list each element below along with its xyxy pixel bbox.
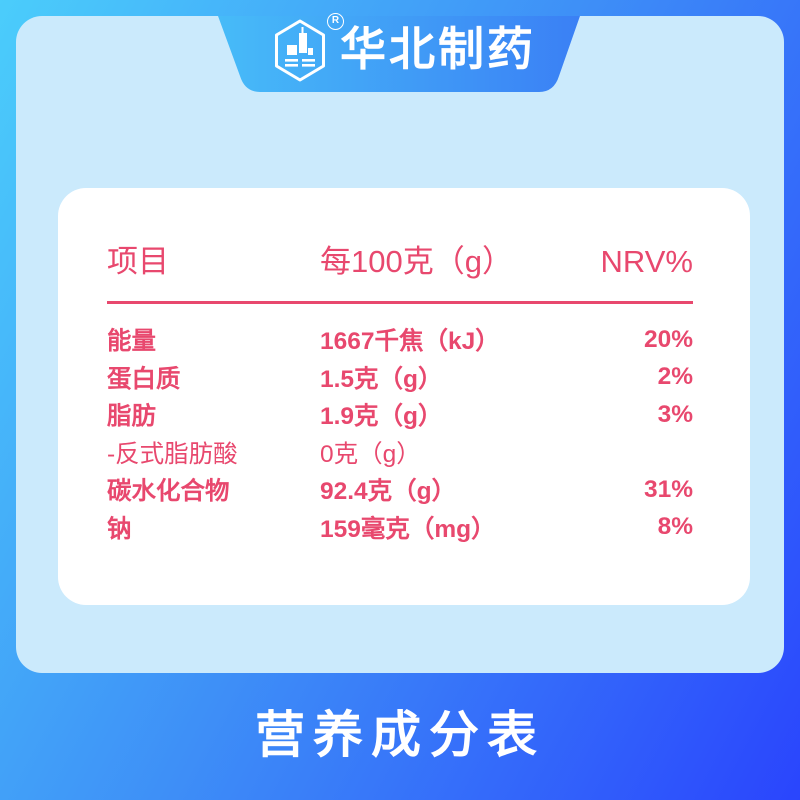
table-row: 脂肪 1.9克（g） 3% [107,396,693,434]
brand-tab [208,16,590,92]
row-value: 1667千焦（kJ） [320,328,500,356]
row-value: 159毫克（mg） [320,515,496,543]
row-item: 能量 [107,328,156,356]
table-header-row: 项目 每100克（g） NRV% [107,244,693,280]
row-item: 蛋白质 [107,365,181,393]
row-item: 碳水化合物 [107,478,230,506]
row-nrv: 20% [643,325,693,353]
header-item: 项目 [107,244,169,279]
row-nrv: 2% [657,363,693,391]
table-row: 碳水化合物 92.4克（g） 31% [107,471,693,509]
table-row: 钠 159毫克（mg） 8% [107,509,693,547]
row-item: 钠 [107,515,132,543]
page-title: 营养成分表 [255,707,545,763]
row-item: 脂肪 [107,403,156,431]
table-row: 蛋白质 1.5克（g） 2% [107,359,693,397]
row-nrv: 31% [643,475,693,503]
brand-name: 华北制药 [340,23,536,75]
table-body: 能量 1667千焦（kJ） 20% 蛋白质 1.5克（g） 2% 脂肪 1.9克… [107,321,693,546]
table-row: 能量 1667千焦（kJ） 20% [107,321,693,359]
nutrition-panel: 项目 每100克（g） NRV% 能量 1667千焦（kJ） 20% 蛋白质 1… [58,188,750,605]
brand-hexagon-icon [275,19,325,82]
header-per100g: 每100克（g） [320,244,513,279]
row-nrv: 3% [657,400,693,428]
header-nrv: NRV% [600,244,693,279]
row-nrv: 8% [657,513,693,541]
row-value: 1.5克（g） [320,365,443,393]
row-value: 92.4克（g） [320,478,457,506]
table-row: -反式脂肪酸 0克（g） [107,434,693,472]
row-value: 1.9克（g） [320,403,443,431]
row-item: -反式脂肪酸 [107,440,238,468]
row-value: 0克（g） [320,440,421,468]
header-divider [107,301,693,304]
registered-trademark-icon: R [327,13,344,30]
